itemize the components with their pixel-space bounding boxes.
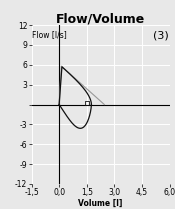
Text: (3): (3) [153,30,168,40]
Title: Flow/Volume: Flow/Volume [56,12,145,25]
Text: Flow [l/s]: Flow [l/s] [32,30,67,39]
X-axis label: Volume [l]: Volume [l] [78,199,123,208]
